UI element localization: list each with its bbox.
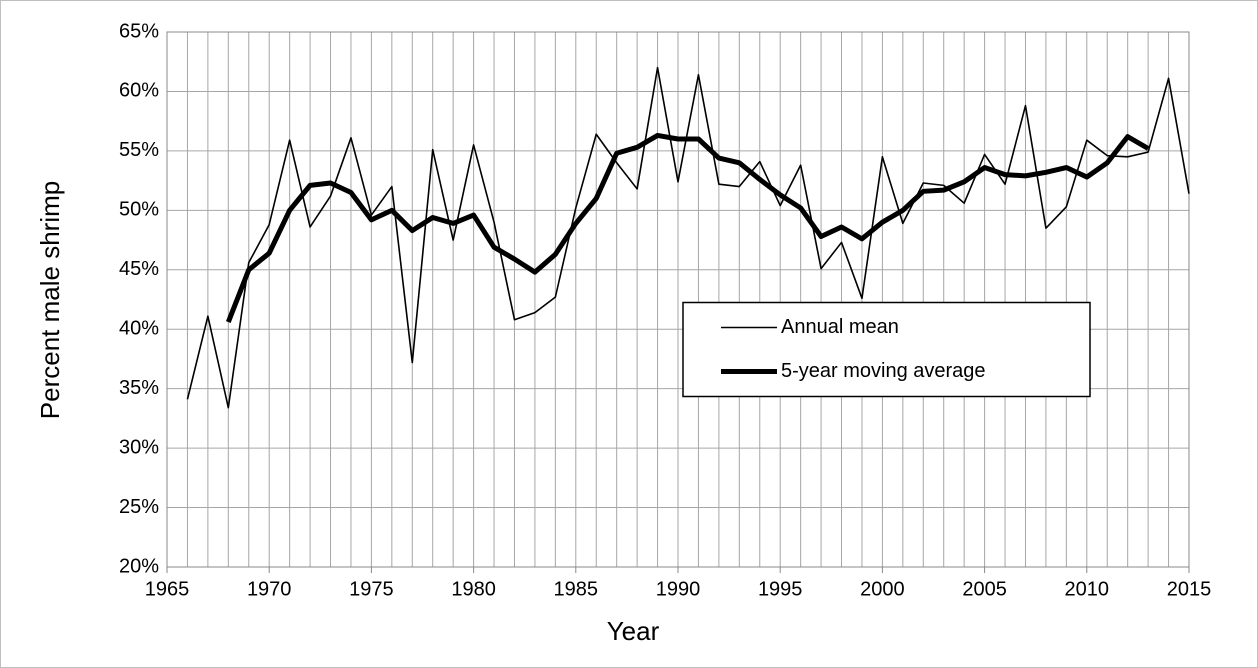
x-tick-label: 1990	[656, 578, 701, 600]
x-tick-label: 2000	[860, 578, 905, 600]
x-tick-label: 1985	[554, 578, 599, 600]
series-line	[225, 132, 1150, 323]
x-tick-label: 1970	[247, 578, 292, 600]
x-tick-label: 2010	[1065, 578, 1110, 600]
series-line	[186, 66, 1190, 409]
y-tick-label: 65%	[119, 20, 159, 42]
legend-label: 5-year moving average	[781, 360, 986, 382]
y-tick-label: 55%	[119, 139, 159, 161]
y-tick-label: 40%	[119, 318, 159, 340]
x-axis-title: Year	[607, 616, 660, 646]
y-tick-label: 45%	[119, 258, 159, 280]
y-tick-label: 50%	[119, 199, 159, 221]
legend: Annual mean 5-year moving average	[682, 301, 1091, 398]
y-axis-title: Percent male shrimp	[35, 181, 65, 419]
x-tick-label: 2005	[962, 578, 1007, 600]
legend-label: Annual mean	[781, 316, 899, 338]
plot-frame	[166, 31, 1190, 568]
y-tick-label: 35%	[119, 377, 159, 399]
y-tick-label: 20%	[119, 555, 159, 577]
x-tick-label: 1980	[451, 578, 496, 600]
legend-box	[682, 301, 1091, 398]
x-tick-label: 2015	[1167, 578, 1212, 600]
y-tick-label: 25%	[119, 496, 159, 518]
y-tick-label: 30%	[119, 436, 159, 458]
x-tick-label: 1975	[349, 578, 394, 600]
x-tick-label: 1965	[145, 578, 190, 600]
x-tick-label: 1995	[758, 578, 803, 600]
y-tick-label: 60%	[119, 80, 159, 102]
